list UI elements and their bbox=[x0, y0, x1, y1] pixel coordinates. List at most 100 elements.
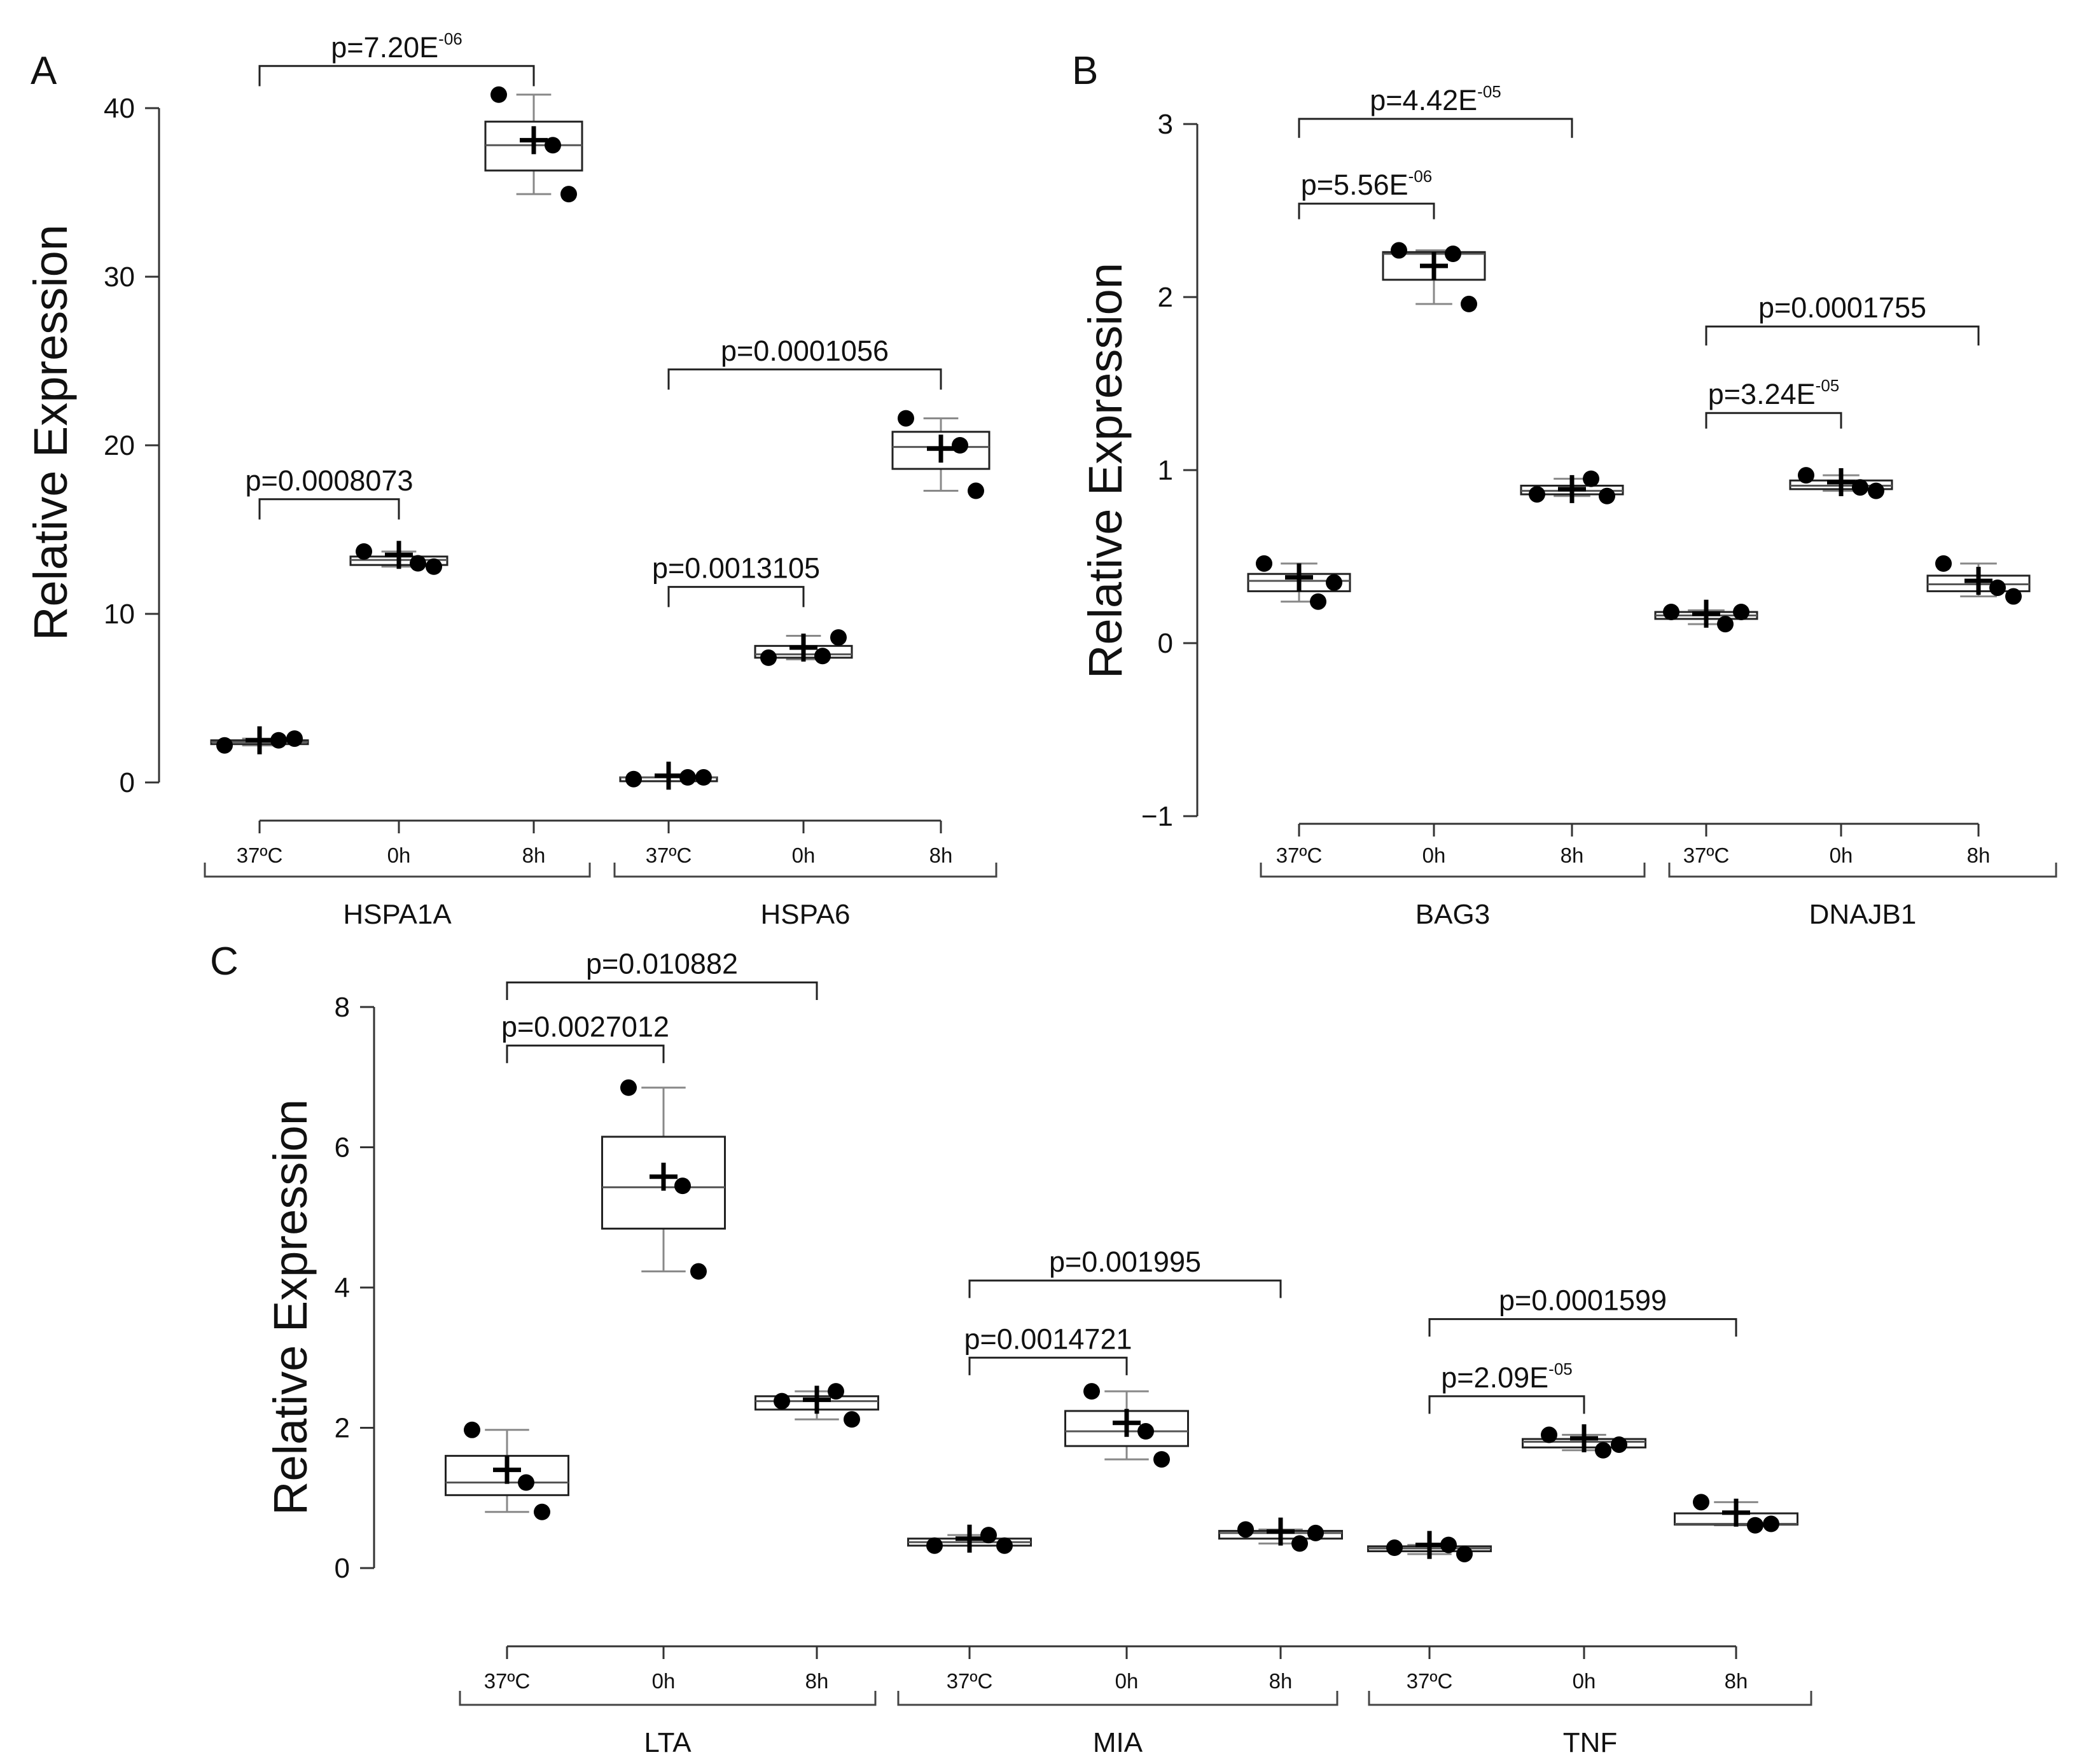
y-tick-label: 1 bbox=[1158, 455, 1173, 486]
group-label: HSPA1A bbox=[343, 899, 452, 930]
p-value-label: p=0.001995 bbox=[1049, 1246, 1201, 1278]
x-tick-label: 0h bbox=[1422, 844, 1446, 867]
data-point bbox=[518, 1474, 534, 1491]
x-tick-label: 37ºC bbox=[1683, 844, 1730, 867]
data-point bbox=[674, 1177, 691, 1195]
group-label: LTA bbox=[644, 1727, 692, 1758]
x-tick-label: 37ºC bbox=[947, 1669, 993, 1693]
y-tick-label: −1 bbox=[1141, 801, 1173, 832]
data-point bbox=[1529, 486, 1545, 503]
x-tick-label: 8h bbox=[929, 844, 953, 867]
data-point bbox=[464, 1421, 480, 1438]
p-value-label: p=4.42E-05 bbox=[1370, 82, 1501, 116]
x-tick-label: 0h bbox=[387, 844, 411, 867]
x-tick-label: 37ºC bbox=[237, 844, 283, 867]
p-value-label: p=0.0013105 bbox=[652, 552, 820, 585]
data-point bbox=[426, 558, 442, 575]
x-tick-label: 8h bbox=[1561, 844, 1584, 867]
data-point bbox=[356, 543, 372, 560]
p-value-label: p=0.0027012 bbox=[501, 1011, 669, 1043]
significance-bracket bbox=[1705, 325, 1980, 346]
group-label: MIA bbox=[1093, 1727, 1143, 1758]
significance-bracket bbox=[1428, 1318, 1737, 1337]
data-point bbox=[926, 1537, 943, 1554]
p-value-exponent: -05 bbox=[1816, 376, 1840, 395]
group-bracket bbox=[204, 863, 591, 878]
p-value-exponent: -06 bbox=[1408, 167, 1433, 186]
data-point bbox=[830, 629, 847, 646]
y-tick-label: 0 bbox=[1158, 628, 1173, 659]
x-tick-label: 8h bbox=[1269, 1669, 1293, 1693]
significance-bracket bbox=[506, 1045, 665, 1064]
data-point bbox=[1583, 470, 1599, 487]
p-value-label: p=2.09E-05 bbox=[1441, 1359, 1572, 1394]
data-point bbox=[625, 770, 642, 788]
data-point bbox=[1747, 1517, 1763, 1534]
data-point bbox=[1852, 479, 1868, 496]
panel-B: B Relative Expression −1 0 1 2 3 37ºC 0h 8h BAG3 37… bbox=[1072, 49, 2057, 930]
data-point bbox=[1456, 1545, 1473, 1562]
x-tick-label: 8h bbox=[1725, 1669, 1748, 1693]
data-point bbox=[1307, 1524, 1324, 1541]
data-point bbox=[1310, 593, 1326, 610]
data-point bbox=[410, 555, 426, 572]
data-point bbox=[1693, 1494, 1709, 1511]
data-point bbox=[545, 137, 561, 154]
data-point bbox=[1326, 574, 1342, 591]
p-value-exponent: -06 bbox=[438, 29, 462, 48]
p-value-label: p=0.0008073 bbox=[245, 464, 413, 497]
x-tick-label: 0h bbox=[1573, 1669, 1596, 1693]
y-tick-label: 6 bbox=[335, 1132, 350, 1163]
p-value-label: p=0.0001599 bbox=[1499, 1284, 1667, 1317]
x-tick-label: 37ºC bbox=[484, 1669, 531, 1693]
group-label: TNF bbox=[1563, 1727, 1618, 1758]
data-point bbox=[560, 186, 577, 203]
data-point bbox=[286, 730, 303, 747]
x-tick-label: 8h bbox=[805, 1669, 829, 1693]
data-point bbox=[679, 769, 696, 786]
y-tick-label: 2 bbox=[1158, 282, 1173, 313]
y-axis-label: Relative Expression bbox=[1079, 263, 1132, 679]
data-point bbox=[1445, 246, 1461, 262]
y-axis-label: Relative Expression bbox=[24, 225, 77, 641]
data-point bbox=[270, 732, 287, 749]
data-point bbox=[534, 1503, 550, 1520]
data-point bbox=[996, 1537, 1013, 1554]
data-point bbox=[1599, 487, 1615, 504]
data-point bbox=[490, 86, 507, 103]
data-point bbox=[980, 1527, 997, 1544]
data-point bbox=[1256, 555, 1272, 572]
group-bracket bbox=[459, 1691, 877, 1706]
data-point bbox=[1461, 295, 1477, 312]
y-tick-label: 0 bbox=[335, 1553, 350, 1584]
panel-letter: C bbox=[210, 940, 239, 983]
group-label: HSPA6 bbox=[760, 899, 850, 930]
significance-bracket bbox=[1705, 412, 1842, 429]
data-point bbox=[216, 737, 233, 754]
p-value-label: p=5.56E-06 bbox=[1301, 167, 1432, 201]
x-tick-label: 0h bbox=[792, 844, 816, 867]
data-point bbox=[1868, 482, 1884, 499]
data-point bbox=[1611, 1436, 1627, 1453]
data-point bbox=[695, 769, 712, 786]
x-tick-label: 0h bbox=[652, 1669, 676, 1693]
data-point bbox=[1935, 555, 1952, 572]
y-tick-label: 20 bbox=[104, 430, 135, 461]
y-tick-label: 30 bbox=[104, 261, 135, 293]
data-point bbox=[1989, 579, 2006, 596]
y-tick-label: 2 bbox=[335, 1413, 350, 1444]
significance-bracket bbox=[968, 1279, 1282, 1298]
significance-bracket bbox=[1298, 118, 1573, 138]
data-point bbox=[828, 1383, 844, 1400]
significance-bracket bbox=[258, 498, 400, 520]
significance-bracket bbox=[258, 65, 535, 87]
significance-bracket bbox=[968, 1356, 1128, 1375]
data-point bbox=[690, 1263, 707, 1280]
p-value-label: p=3.24E-05 bbox=[1708, 376, 1839, 410]
data-point bbox=[1386, 1539, 1403, 1557]
p-value-label: p=0.0014721 bbox=[964, 1323, 1132, 1355]
group-bracket bbox=[1668, 863, 2057, 878]
y-axis-label: Relative Expression bbox=[264, 1099, 317, 1515]
p-value-exponent: -05 bbox=[1548, 1359, 1573, 1379]
y-tick-label: 10 bbox=[104, 599, 135, 630]
